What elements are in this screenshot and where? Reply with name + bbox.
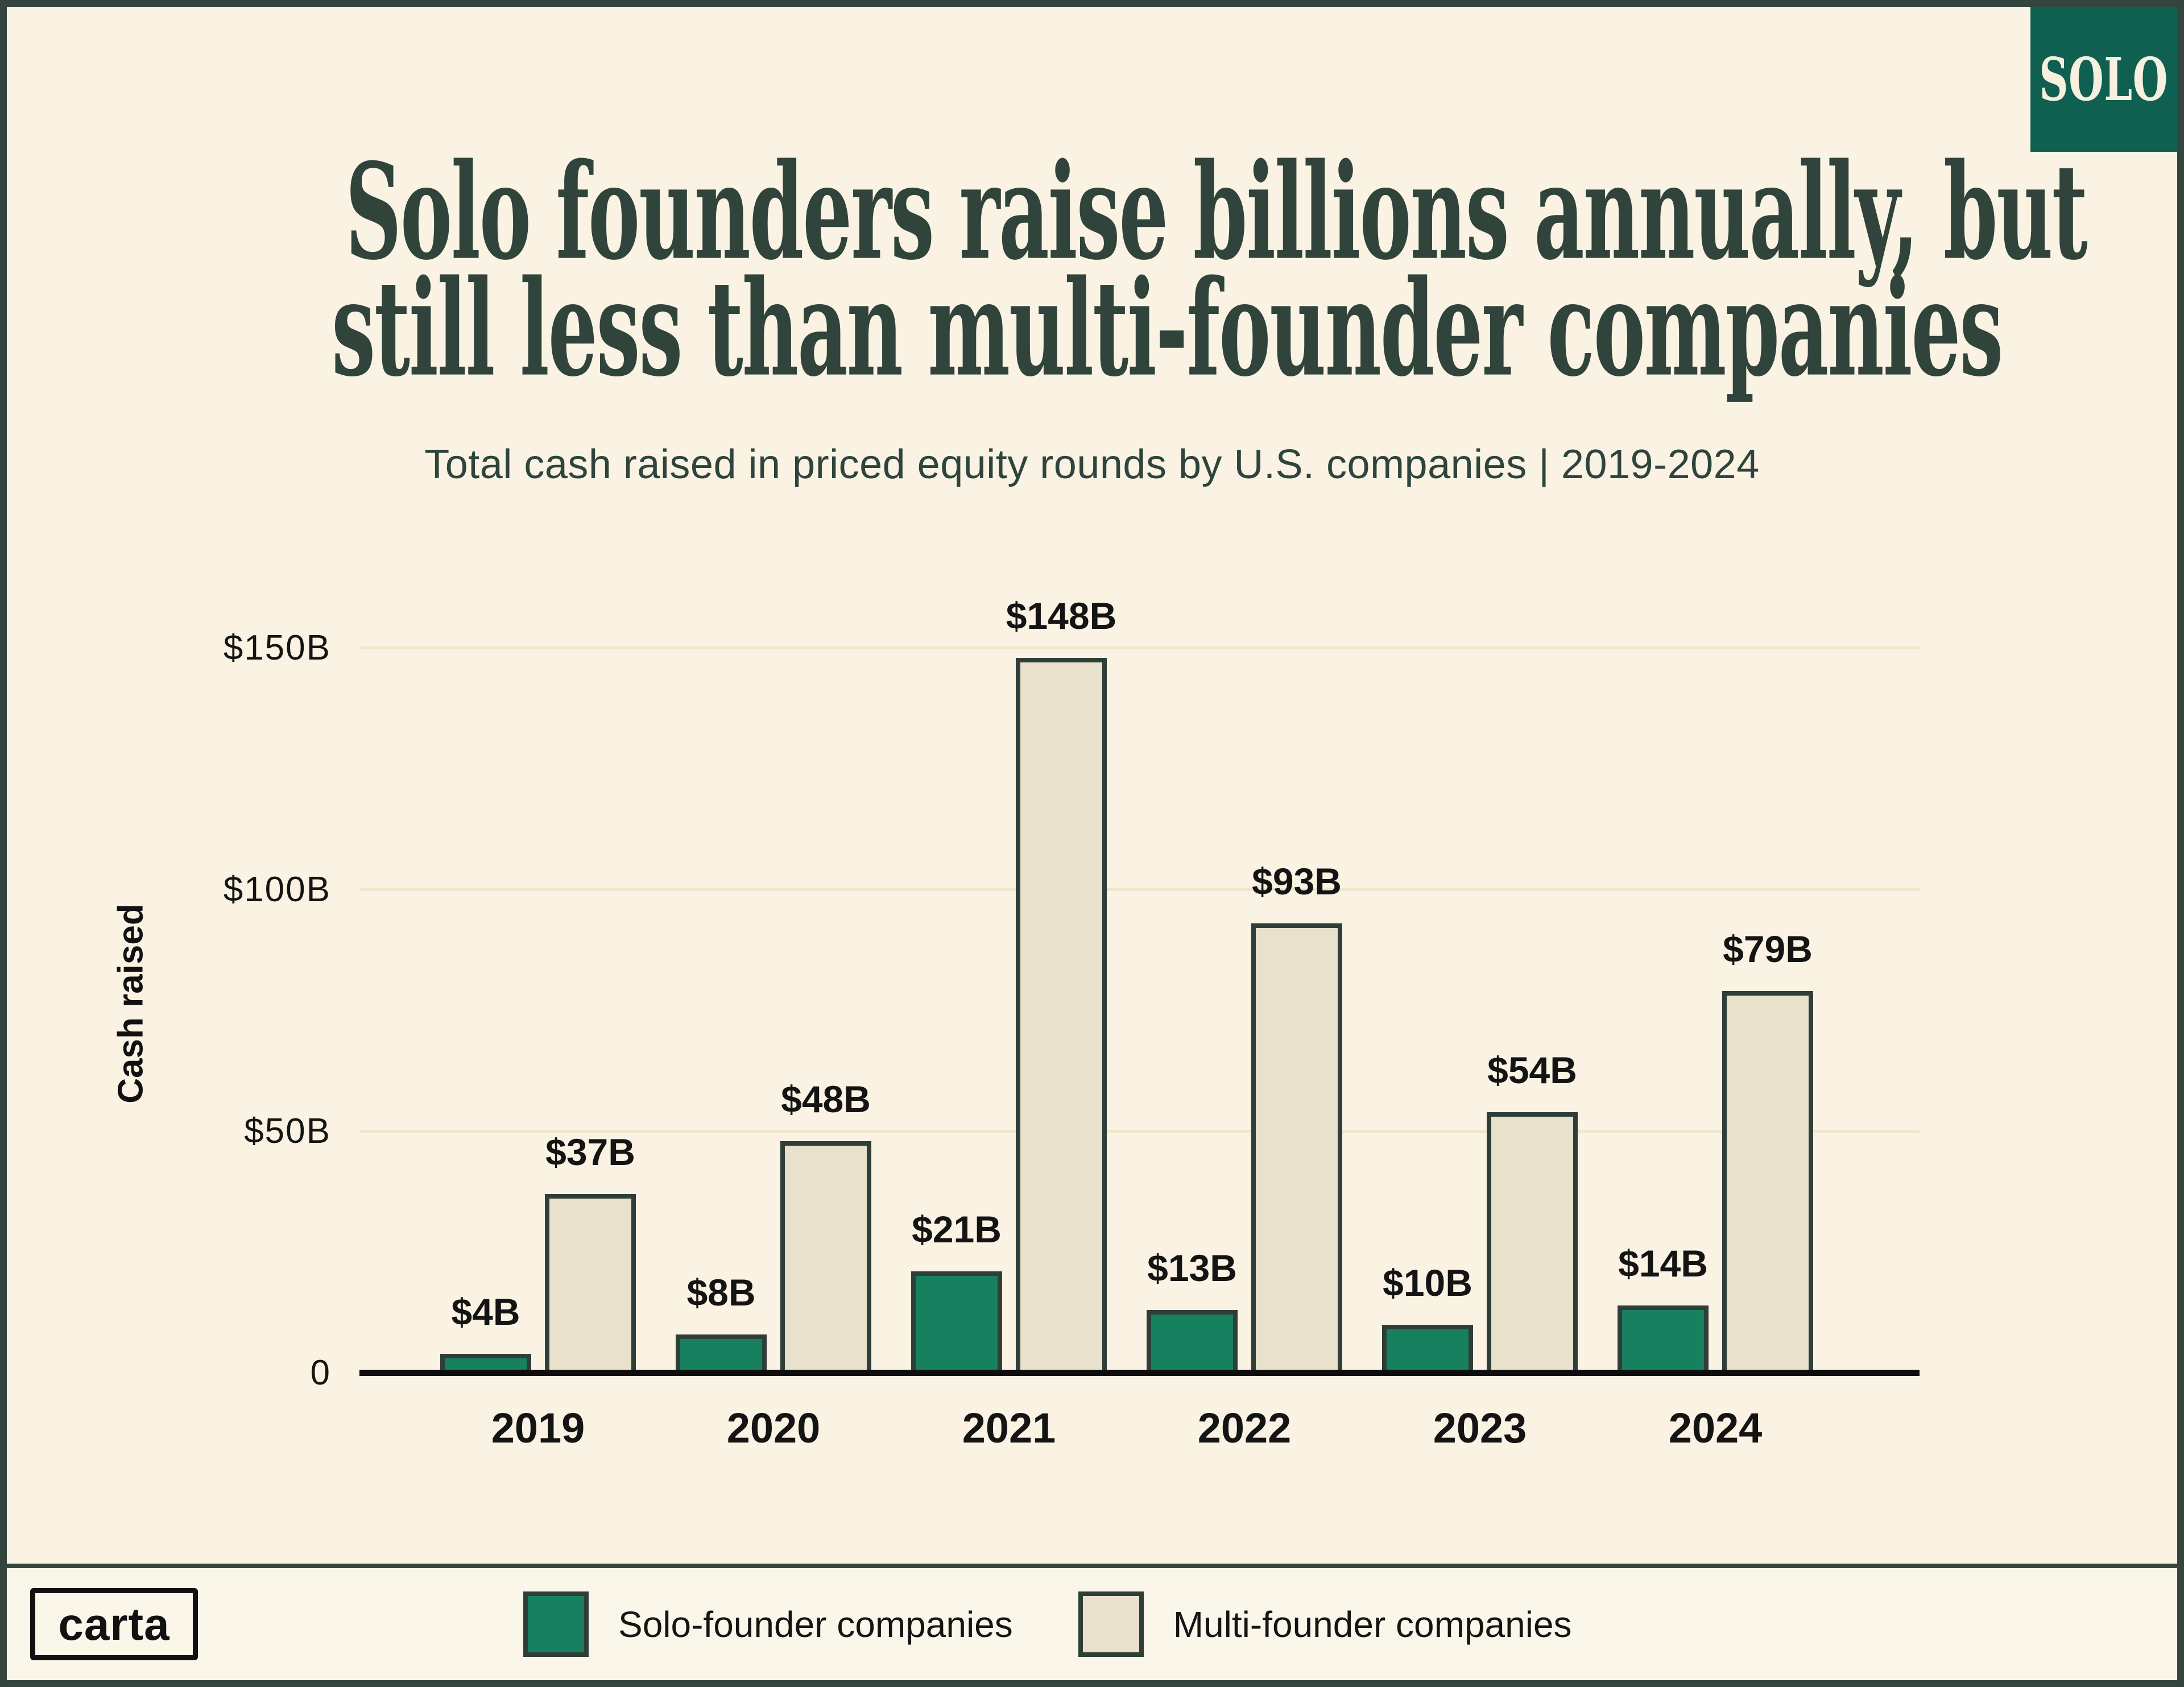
- bar-solo-2023: [1382, 1325, 1473, 1373]
- x-tick-2024: 2024: [1668, 1404, 1763, 1452]
- bar-multi-2020: [780, 1141, 871, 1373]
- legend-item-multi: Multi-founder companies: [1078, 1591, 1572, 1657]
- gridline-150b: [359, 646, 1920, 649]
- bar-multi-2019: [545, 1194, 636, 1373]
- value-label-solo-2023: $10B: [1383, 1262, 1472, 1304]
- bar-solo-2022: [1147, 1310, 1238, 1373]
- value-label-solo-2019: $4B: [451, 1291, 520, 1333]
- value-label-multi-2021: $148B: [1006, 595, 1117, 637]
- value-label-solo-2021: $21B: [912, 1208, 1002, 1250]
- gridline-50b: [359, 1130, 1920, 1133]
- bar-multi-2021: [1016, 658, 1107, 1373]
- chart-title-line2: still less than multi-founder companies: [332, 251, 2003, 406]
- bar-multi-2022: [1251, 923, 1342, 1373]
- solo-badge: SOLO: [2030, 7, 2177, 152]
- value-label-multi-2023: $54B: [1487, 1049, 1577, 1091]
- x-tick-2022: 2022: [1197, 1404, 1292, 1452]
- bar-solo-2024: [1618, 1305, 1709, 1373]
- y-tick-150b: $150B: [223, 628, 331, 668]
- x-tick-2019: 2019: [491, 1404, 585, 1452]
- value-label-multi-2019: $37B: [545, 1131, 635, 1173]
- chart-subtitle: Total cash raised in priced equity round…: [424, 442, 1760, 487]
- carta-logo: carta: [30, 1588, 198, 1660]
- legend-label-solo: Solo-founder companies: [618, 1603, 1013, 1645]
- legend-item-solo: Solo-founder companies: [523, 1591, 1013, 1657]
- legend-label-multi: Multi-founder companies: [1173, 1603, 1572, 1645]
- chart-title-line1: Solo founders raise billions annually, b…: [345, 134, 2088, 289]
- carta-logo-label: carta: [58, 1598, 170, 1649]
- y-tick-100b: $100B: [223, 870, 331, 909]
- value-label-solo-2022: $13B: [1147, 1247, 1237, 1289]
- legend: Solo-founder companies Multi-founder comp…: [523, 1568, 1572, 1680]
- plot-area: $4B $37B 2019 $8B $48B 2020 $21B $148B 2021 $13B $…: [359, 595, 1920, 1450]
- x-tick-2021: 2021: [962, 1404, 1056, 1452]
- bar-solo-2020: [676, 1334, 767, 1373]
- footer: carta Solo-founder companies Multi-founde…: [7, 1564, 2177, 1680]
- solo-badge-label: SOLO: [2039, 44, 2169, 114]
- legend-swatch-multi: [1078, 1591, 1144, 1657]
- chart-title: Solo founders raise billions annually, b…: [7, 134, 2177, 406]
- y-axis-title: Cash raised: [111, 903, 151, 1104]
- bar-multi-2024: [1722, 991, 1813, 1373]
- value-label-multi-2020: $48B: [781, 1078, 871, 1120]
- x-axis-line: [359, 1370, 1920, 1376]
- value-label-solo-2020: $8B: [686, 1271, 756, 1313]
- bar-multi-2023: [1487, 1112, 1578, 1373]
- x-tick-2020: 2020: [726, 1404, 821, 1452]
- value-label-multi-2024: $79B: [1723, 928, 1813, 970]
- gridline-100b: [359, 888, 1920, 891]
- y-tick-50b: $50B: [244, 1112, 331, 1151]
- value-label-solo-2024: $14B: [1618, 1242, 1708, 1284]
- x-tick-2023: 2023: [1433, 1404, 1527, 1452]
- legend-swatch-solo: [523, 1591, 589, 1657]
- value-label-multi-2022: $93B: [1252, 860, 1342, 902]
- bar-solo-2021: [911, 1271, 1002, 1373]
- y-tick-0: 0: [310, 1353, 331, 1392]
